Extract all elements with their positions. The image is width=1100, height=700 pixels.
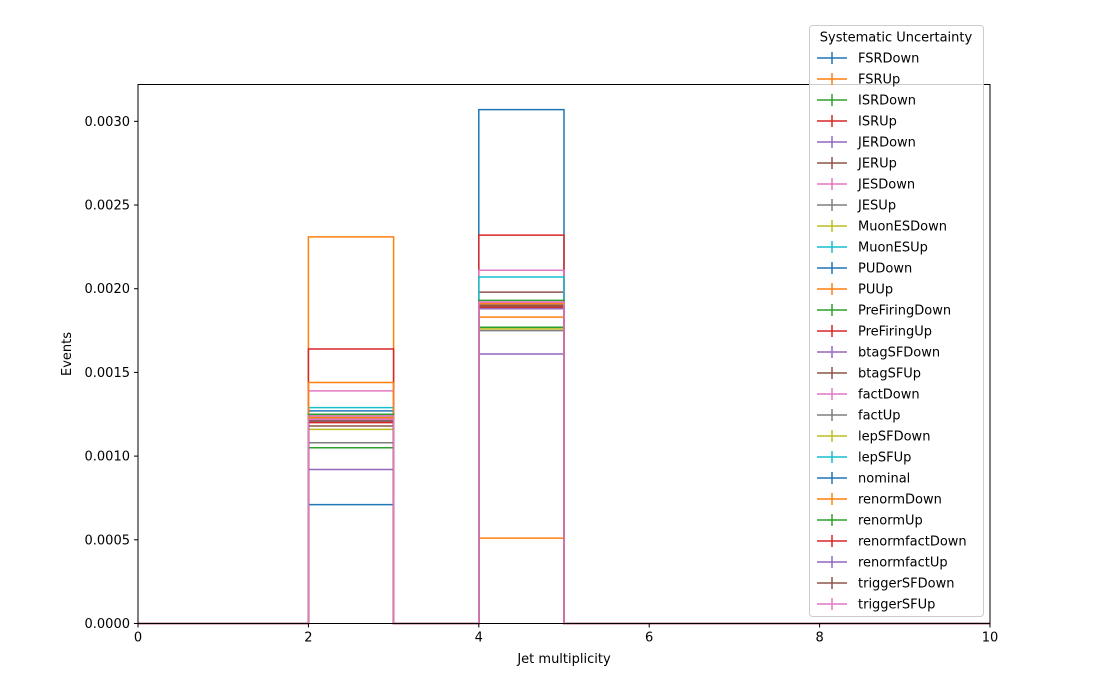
- legend-label: renormUp: [858, 514, 923, 529]
- legend-label: JERUp: [857, 157, 897, 172]
- legend-item-factdown: factDown: [817, 388, 920, 403]
- legend-label: triggerSFUp: [858, 598, 935, 613]
- legend-label: FSRUp: [858, 73, 900, 88]
- legend-label: lepSFUp: [858, 451, 911, 466]
- legend-item-prefiringdown: PreFiringDown: [817, 304, 951, 319]
- legend-item-renormdown: renormDown: [817, 493, 942, 508]
- legend-item-fsrdown: FSRDown: [817, 52, 919, 67]
- x-tick-label: 6: [645, 631, 653, 646]
- legend-item-btagsfup: btagSFUp: [817, 367, 921, 382]
- legend-item-muonesup: MuonESUp: [817, 241, 928, 256]
- legend-item-pudown: PUDown: [817, 262, 912, 277]
- x-tick-label: 4: [475, 631, 483, 646]
- y-tick-label: 0.0025: [85, 199, 131, 214]
- legend-label: nominal: [858, 472, 910, 487]
- legend-frame: [809, 25, 984, 617]
- legend-label: ISRDown: [858, 94, 916, 109]
- legend-item-renormup: renormUp: [817, 514, 923, 529]
- legend-item-btagsfdown: btagSFDown: [817, 346, 940, 361]
- legend-label: triggerSFDown: [858, 577, 954, 592]
- legend-item-jesdown: JESDown: [817, 178, 915, 193]
- legend-item-renormfactup: renormfactUp: [817, 556, 948, 571]
- legend-item-fsrup: FSRUp: [817, 73, 900, 88]
- legend-item-factup: factUp: [817, 409, 901, 424]
- legend-label: btagSFDown: [858, 346, 940, 361]
- legend-item-renormfactdown: renormfactDown: [817, 535, 967, 550]
- legend-item-jerdown: JERDown: [817, 136, 916, 151]
- legend-label: MuonESDown: [858, 220, 947, 235]
- legend-label: renormfactDown: [858, 535, 967, 550]
- legend-label: JERDown: [857, 136, 916, 151]
- legend-label: factUp: [858, 409, 901, 424]
- legend-label: FSRDown: [858, 52, 919, 67]
- legend-item-puup: PUUp: [817, 283, 893, 298]
- legend-title: Systematic Uncertainty: [820, 31, 973, 46]
- legend-label: btagSFUp: [858, 367, 921, 382]
- legend-item-nominal: nominal: [817, 472, 910, 487]
- x-axis-ticks: 0 2 4 6 8 10: [134, 623, 999, 646]
- legend-item-muonesdown: MuonESDown: [817, 220, 947, 235]
- x-tick-label: 8: [815, 631, 823, 646]
- y-tick-label: 0.0005: [85, 533, 131, 548]
- legend-label: PreFiringUp: [858, 325, 932, 340]
- legend-item-isrup: ISRUp: [817, 115, 897, 130]
- y-tick-label: 0.0010: [85, 450, 131, 465]
- y-axis-label: Events: [60, 332, 75, 376]
- legend-items: FSRDown FSRUp ISRDown ISRUp JERDown JERUp JESD…: [817, 52, 967, 613]
- legend-item-jerup: JERUp: [817, 157, 897, 172]
- legend-item-triggersfup: triggerSFUp: [817, 598, 935, 613]
- y-tick-label: 0.0030: [85, 115, 131, 130]
- x-tick-label: 2: [304, 631, 312, 646]
- plot-frame: [137, 84, 991, 624]
- legend-label: MuonESUp: [858, 241, 928, 256]
- x-tick-label: 10: [982, 631, 999, 646]
- legend-label: PUUp: [858, 283, 893, 298]
- legend: Systematic Uncertainty FSRDown FSRUp ISRDo…: [809, 25, 984, 617]
- legend-item-lepsfdown: lepSFDown: [817, 430, 930, 445]
- x-tick-label: 0: [134, 631, 142, 646]
- legend-label: PUDown: [858, 262, 912, 277]
- legend-item-isrdown: ISRDown: [817, 94, 916, 109]
- legend-label: JESDown: [857, 178, 915, 193]
- legend-item-triggersfdown: triggerSFDown: [817, 577, 954, 592]
- legend-item-lepsfup: lepSFUp: [817, 451, 911, 466]
- legend-label: renormDown: [858, 493, 942, 508]
- legend-item-jesup: JESUp: [817, 199, 896, 214]
- legend-label: JESUp: [857, 199, 896, 214]
- y-tick-label: 0.0000: [85, 617, 131, 632]
- legend-label: factDown: [858, 388, 920, 403]
- y-tick-label: 0.0015: [85, 366, 131, 381]
- x-axis-label: Jet multiplicity: [516, 652, 611, 667]
- legend-label: renormfactUp: [858, 556, 948, 571]
- y-tick-label: 0.0020: [85, 282, 131, 297]
- legend-label: PreFiringDown: [858, 304, 951, 319]
- legend-label: ISRUp: [858, 115, 897, 130]
- y-axis-ticks: 0.0000 0.0005 0.0010 0.0015 0.0020 0.0025 0.00…: [85, 115, 138, 632]
- legend-item-prefiringup: PreFiringUp: [817, 325, 932, 340]
- legend-label: lepSFDown: [858, 430, 930, 445]
